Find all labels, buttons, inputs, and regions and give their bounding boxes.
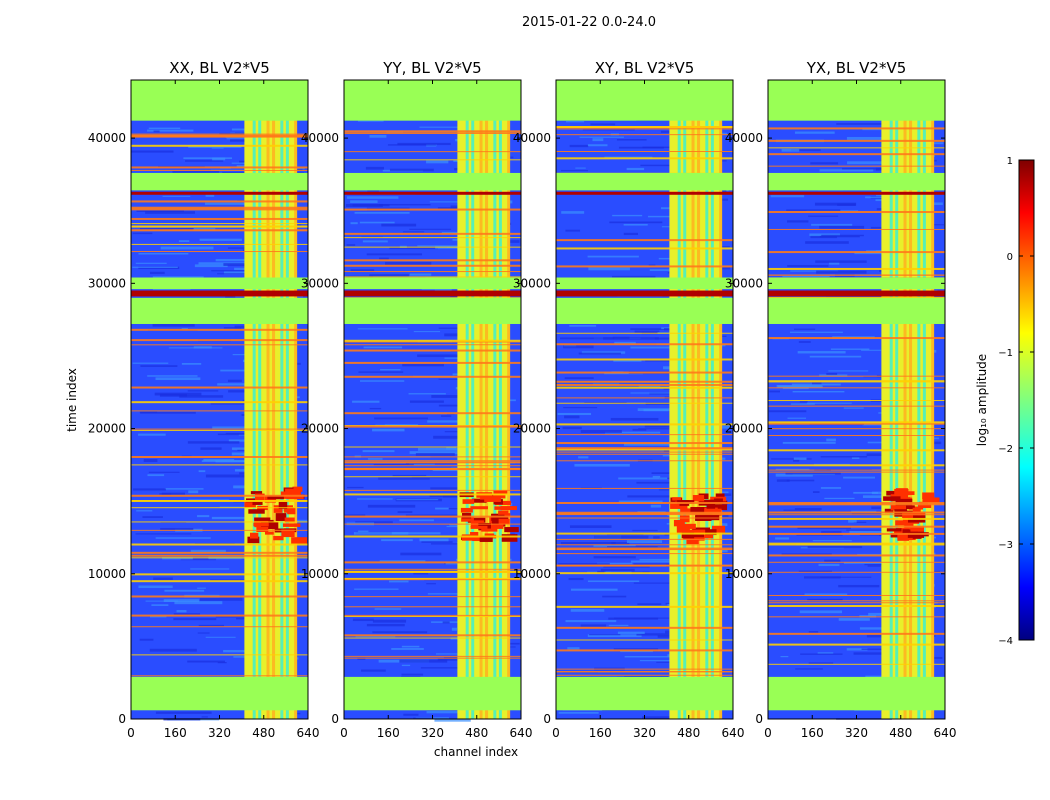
colorbar: 1 0 −1 −2 −3 −4 log₁₀ amplitude	[975, 156, 1035, 647]
flagged-band	[131, 80, 308, 121]
saturated-row	[344, 290, 521, 294]
colorbar-tick-label: −2	[998, 444, 1013, 455]
colorbar-label: log₁₀ amplitude	[975, 354, 989, 446]
flagged-band	[556, 277, 733, 290]
x-tick-label: 480	[465, 726, 488, 740]
x-tick-label: 480	[889, 726, 912, 740]
x-tick-label: 480	[252, 726, 275, 740]
x-axis-label: channel index	[434, 745, 518, 759]
saturated-row	[556, 293, 733, 297]
colorbar-tick-label: 1	[1007, 156, 1013, 167]
y-tick-label: 10000	[88, 567, 126, 581]
x-tick-label: 0	[340, 726, 348, 740]
y-tick-label: 30000	[725, 276, 763, 290]
panel-title: YX, BL V2*V5	[806, 59, 907, 77]
flagged-band	[131, 297, 308, 324]
x-tick-label: 160	[164, 726, 187, 740]
x-tick-label: 640	[722, 726, 745, 740]
x-tick-label: 640	[297, 726, 320, 740]
y-tick-label: 40000	[513, 131, 551, 145]
x-tick-label: 320	[421, 726, 444, 740]
y-axis-label: time index	[65, 368, 79, 432]
saturated-row	[344, 293, 521, 297]
y-tick-label: 0	[331, 712, 339, 726]
saturated-row	[768, 191, 945, 195]
rfi-time-lines	[344, 130, 521, 659]
flagged-band	[344, 80, 521, 121]
y-tick-label: 40000	[725, 131, 763, 145]
y-tick-label: 10000	[725, 567, 763, 581]
flagged-band	[768, 297, 945, 324]
flagged-band	[344, 676, 521, 711]
x-tick-label: 320	[208, 726, 231, 740]
flagged-band	[344, 297, 521, 324]
x-tick-label: 0	[127, 726, 135, 740]
y-tick-label: 10000	[301, 567, 339, 581]
y-tick-label: 0	[543, 712, 551, 726]
panel-2: YY, BL V2*V5 0 160 320 480 640 0 10000 20000 3000…	[301, 59, 533, 740]
y-tick-label: 30000	[88, 276, 126, 290]
flagged-band	[556, 172, 733, 191]
x-tick-label: 640	[510, 726, 533, 740]
flagged-band	[768, 277, 945, 290]
saturated-row	[344, 191, 521, 195]
colorbar-tick-label: 0	[1007, 252, 1013, 263]
y-tick-label: 0	[118, 712, 126, 726]
y-tick-label: 20000	[301, 422, 339, 436]
panel-title: YY, BL V2*V5	[382, 59, 481, 77]
flagged-band	[344, 172, 521, 191]
panels: XX, BL V2*V5 0 160 320 480 640 0 10000 20000 3000…	[88, 59, 957, 740]
flagged-band	[768, 80, 945, 121]
panel-3: XY, BL V2*V5 0 160 320 480 640 0 10000 20000 3000…	[513, 59, 745, 740]
flagged-band	[131, 676, 308, 711]
y-tick-label: 0	[755, 712, 763, 726]
flagged-band	[131, 172, 308, 191]
flagged-band	[131, 277, 308, 290]
y-tick-label: 30000	[301, 276, 339, 290]
colorbar-gradient	[1018, 159, 1035, 641]
x-tick-label: 160	[589, 726, 612, 740]
flagged-band	[556, 297, 733, 324]
x-tick-label: 320	[845, 726, 868, 740]
x-tick-label: 320	[633, 726, 656, 740]
burst-region	[459, 490, 519, 542]
flagged-band	[556, 80, 733, 121]
flagged-band	[556, 676, 733, 711]
y-tick-label: 40000	[301, 131, 339, 145]
saturated-row	[556, 290, 733, 294]
colorbar-tick-label: −4	[998, 636, 1013, 647]
flagged-band	[344, 277, 521, 290]
flagged-band	[768, 676, 945, 711]
panel-title: XX, BL V2*V5	[169, 59, 270, 77]
y-tick-label: 40000	[88, 131, 126, 145]
rfi-time-lines	[131, 133, 308, 677]
panel-1: XX, BL V2*V5 0 160 320 480 640 0 10000 20000 3000…	[88, 59, 320, 740]
saturated-row	[131, 293, 308, 297]
y-tick-label: 20000	[513, 422, 551, 436]
saturated-row	[768, 293, 945, 297]
x-tick-label: 0	[764, 726, 772, 740]
x-tick-label: 0	[552, 726, 560, 740]
saturated-row	[768, 290, 945, 294]
y-tick-label: 30000	[513, 276, 551, 290]
colorbar-tick-label: −1	[998, 348, 1013, 359]
y-tick-label: 10000	[513, 567, 551, 581]
saturated-row	[131, 191, 308, 195]
x-tick-label: 160	[377, 726, 400, 740]
x-tick-label: 160	[801, 726, 824, 740]
colorbar-tick-label: −3	[998, 540, 1013, 551]
y-tick-label: 20000	[725, 422, 763, 436]
saturated-row	[131, 290, 308, 294]
saturated-row	[556, 191, 733, 195]
x-tick-label: 480	[677, 726, 700, 740]
x-tick-label: 640	[934, 726, 957, 740]
panel-4: YX, BL V2*V5 0 160 320 480 640 0 10000 20000 3000…	[725, 59, 957, 740]
flagged-band	[768, 172, 945, 191]
figure-title: 2015-01-22 0.0-24.0	[522, 15, 656, 30]
panel-title: XY, BL V2*V5	[595, 59, 695, 77]
y-tick-label: 20000	[88, 422, 126, 436]
